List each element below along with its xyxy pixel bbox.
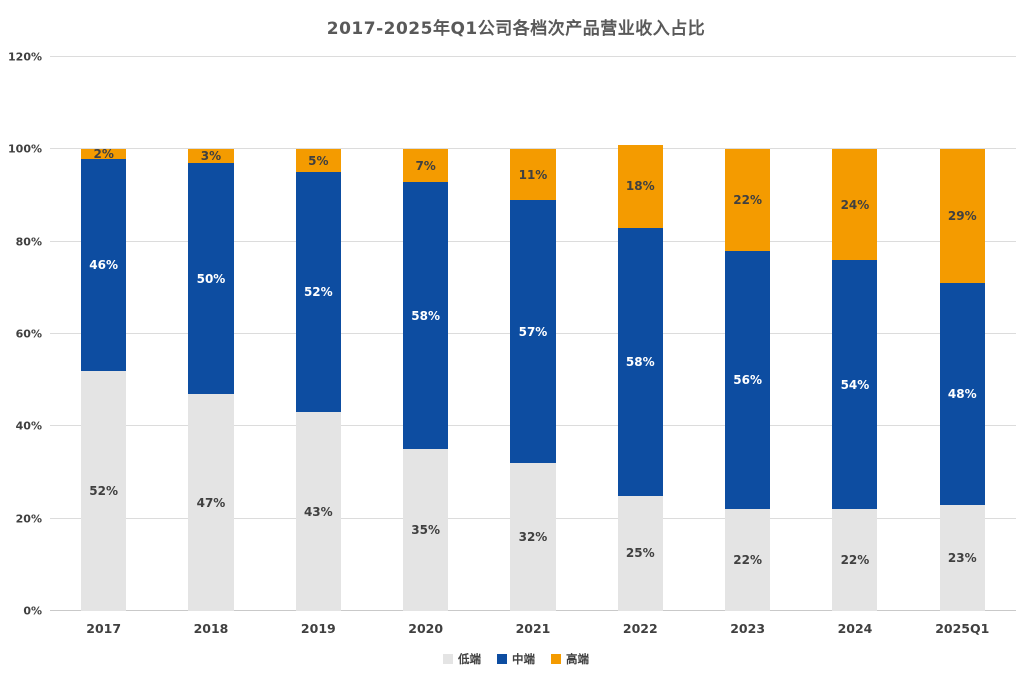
x-tick-label-2019: 2019 xyxy=(300,621,336,636)
stacked-bar-2018: 3% 50% 47% xyxy=(188,149,234,611)
bars-container: 2% 46% 52% 3% 50% 47% 5% 52% 43% 7% 58% 35% 11% 57% 32… xyxy=(50,57,1016,611)
segment-低端-2018: 47% xyxy=(188,394,234,611)
segment-高端-2019: 5% xyxy=(295,149,341,173)
segment-高端-2020: 7% xyxy=(403,149,449,182)
plot-area: 2% 46% 52% 3% 50% 47% 5% 52% 43% 7% 58% 35% 11% 57% 32… xyxy=(50,56,1016,611)
chart-title: 2017-2025年Q1公司各档次产品营业收入占比 xyxy=(326,19,706,39)
legend-swatch xyxy=(497,654,507,664)
segment-中端-2021: 57% xyxy=(510,200,556,464)
gridline xyxy=(50,56,1016,57)
gridline xyxy=(50,148,1016,150)
legend-label: 中端 xyxy=(512,652,535,666)
bar-slot-2021: 11% 57% 32% xyxy=(479,57,586,611)
x-tick-label-2025Q1: 2025Q1 xyxy=(935,621,990,636)
legend-item-高端: 高端 xyxy=(551,651,589,667)
segment-低端-2024: 22% xyxy=(832,509,878,611)
bar-slot-2023: 22% 56% 22% xyxy=(694,57,801,611)
segment-低端-2019: 43% xyxy=(295,412,341,611)
segment-高端-2021: 11% xyxy=(510,149,556,201)
y-tick-label: 80% xyxy=(15,235,42,249)
stacked-bar-2020: 7% 58% 35% xyxy=(403,149,449,611)
segment-高端-2018: 3% xyxy=(188,149,234,163)
x-tick-label-2024: 2024 xyxy=(837,621,873,636)
stacked-bar-2021: 11% 57% 32% xyxy=(510,149,556,611)
y-tick-label: 0% xyxy=(23,604,42,618)
segment-中端-2020: 58% xyxy=(403,181,449,450)
bar-slot-2020: 7% 58% 35% xyxy=(372,57,479,611)
segment-低端-2025Q1: 23% xyxy=(939,504,985,611)
legend-item-中端: 中端 xyxy=(497,651,535,667)
x-tick-label-2021: 2021 xyxy=(515,621,551,636)
segment-中端-2017: 46% xyxy=(81,158,127,371)
segment-高端-2023: 22% xyxy=(725,149,771,251)
segment-高端-2017: 2% xyxy=(81,147,127,161)
x-tick-label-2018: 2018 xyxy=(193,621,229,636)
segment-低端-2017: 52% xyxy=(81,370,127,611)
bar-slot-2017: 2% 46% 52% xyxy=(50,57,157,611)
legend-label: 低端 xyxy=(458,652,481,666)
y-tick-label: 60% xyxy=(15,327,42,341)
segment-中端-2023: 56% xyxy=(725,250,771,510)
legend: 低端 中端 高端 xyxy=(0,651,1032,667)
y-tick-label: 40% xyxy=(15,419,42,433)
segment-中端-2019: 52% xyxy=(295,172,341,413)
segment-中端-2018: 50% xyxy=(188,163,234,395)
segment-高端-2024: 24% xyxy=(832,149,878,261)
legend-label: 高端 xyxy=(566,652,589,666)
segment-中端-2024: 54% xyxy=(832,260,878,510)
y-tick-label: 120% xyxy=(8,50,42,64)
stacked-bar-2023: 22% 56% 22% xyxy=(725,149,771,611)
bar-slot-2022: 18% 58% 25% xyxy=(587,57,694,611)
legend-swatch xyxy=(551,654,561,664)
stacked-bar-2024: 24% 54% 22% xyxy=(832,149,878,611)
stacked-bar-2022: 18% 58% 25% xyxy=(617,144,663,611)
x-axis: 2017 2018 2019 2020 2021 2022 2023 2024 2025Q1 xyxy=(50,621,1016,641)
bar-slot-2025Q1: 29% 48% 23% xyxy=(909,57,1016,611)
stacked-bar-2017: 2% 46% 52% xyxy=(81,147,127,611)
bar-slot-2018: 3% 50% 47% xyxy=(157,57,264,611)
y-tick-label: 20% xyxy=(15,512,42,526)
segment-高端-2022: 18% xyxy=(617,144,663,228)
y-tick-label: 100% xyxy=(8,142,42,156)
segment-低端-2023: 22% xyxy=(725,509,771,611)
segment-低端-2022: 25% xyxy=(617,495,663,611)
legend-swatch xyxy=(443,654,453,664)
x-tick-label-2017: 2017 xyxy=(86,621,122,636)
x-tick-label-2023: 2023 xyxy=(730,621,766,636)
x-tick-label-2020: 2020 xyxy=(408,621,444,636)
segment-低端-2021: 32% xyxy=(510,463,556,611)
segment-低端-2020: 35% xyxy=(403,449,449,611)
stacked-bar-2025Q1: 29% 48% 23% xyxy=(939,149,985,611)
y-axis: 0% 20% 40% 60% 80% 100% 120% xyxy=(0,51,42,618)
segment-中端-2022: 58% xyxy=(617,227,663,496)
segment-中端-2025Q1: 48% xyxy=(939,283,985,505)
bar-slot-2024: 24% 54% 22% xyxy=(801,57,908,611)
legend-item-低端: 低端 xyxy=(443,651,481,667)
segment-高端-2025Q1: 29% xyxy=(939,149,985,284)
bar-slot-2019: 5% 52% 43% xyxy=(265,57,372,611)
x-tick-label-2022: 2022 xyxy=(622,621,658,636)
stacked-bar-2019: 5% 52% 43% xyxy=(295,149,341,611)
